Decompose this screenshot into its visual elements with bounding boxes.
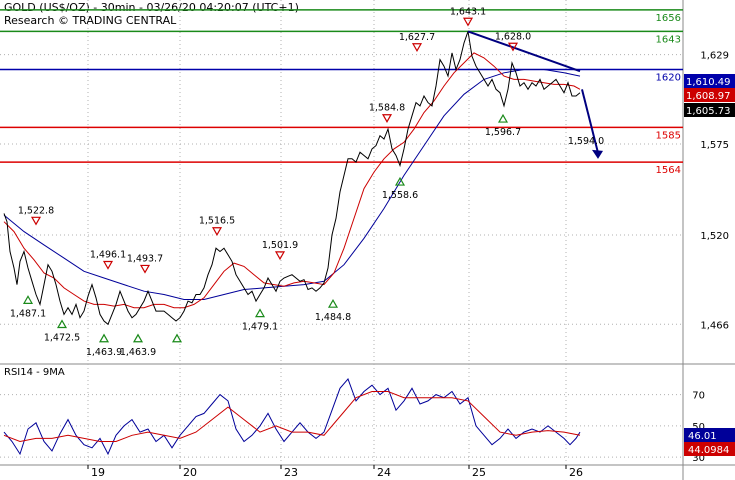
x-tick-label: 25 [472,466,486,479]
y-tick-label: 1,520 [700,231,729,242]
rsi-panel-title: RSI14 - 9MA [4,367,65,378]
swing-high-label: 1,496.1 [90,249,126,260]
price-tag-value: 1,610.49 [686,77,731,88]
swing-high-label: 1,627.7 [399,32,435,43]
target-label: 1,594.0 [568,136,604,147]
swing-low-label: 1,487.1 [10,308,46,319]
swing-high-marker [211,227,223,236]
chart-title: GOLD (US$/OZ) - 30min - 03/26/20 04:20:0… [4,1,299,14]
y-tick-label: 1,629 [700,51,729,62]
swing-high-label: 1,522.8 [18,205,54,216]
y-tick-label: 1,466 [700,320,729,331]
rsi-tick-label: 30 [692,453,705,464]
level-label-1620: 1620 [656,72,681,83]
x-tick-label: 24 [377,466,391,479]
swing-low-marker [394,176,406,186]
swing-high-marker [139,264,151,274]
price-tag-value: 1,605.73 [686,106,731,117]
swing-high-label: 1,643.1 [450,6,486,17]
swing-high-label: 1,628.0 [495,31,531,42]
rsi-tick-label: 70 [692,391,705,402]
swing-high-marker [507,42,519,52]
forecast-arrow-head [592,149,603,159]
rsi-tag-value: 44.0984 [688,445,729,456]
price-tag-box [684,74,735,88]
swing-high-marker [274,251,286,261]
rsi-tag-box [684,428,735,442]
x-tick-label: 19 [91,466,105,479]
price-tag-value: 1,608.97 [686,91,731,102]
swing-low-marker [327,298,339,308]
chart-subtitle: Research © TRADING CENTRAL [4,14,177,27]
forecast-arrow-shaft [581,89,599,154]
x-tick-label: 26 [569,466,583,479]
rsi-tag-box [684,442,735,456]
down-trendline [467,30,581,73]
swing-low-marker [254,308,266,318]
swing-high-marker [381,114,393,123]
swing-low-marker [56,319,68,329]
swing-high-marker [462,17,474,27]
level-label-1643: 1643 [656,34,681,45]
swing-low-label: 1,558.6 [382,190,418,201]
swing-low-marker [132,333,144,343]
swing-low-marker [171,333,183,343]
swing-low-label: 1,463.9 [86,347,122,358]
swing-low-marker [22,295,34,304]
swing-high-label: 1,584.8 [369,103,405,114]
series-price [3,31,581,326]
swing-low-label: 1,463.9 [120,347,156,358]
level-label-1656: 1656 [656,13,681,24]
x-tick-label: 23 [284,466,298,479]
price-tag-box [684,88,735,102]
series-ma_slow [3,69,581,300]
price-tag-box [684,103,735,117]
y-tick-label: 1,575 [700,140,729,151]
swing-low-marker [497,113,509,123]
series-ma_fast [3,52,581,309]
swing-high-label: 1,493.7 [127,253,163,264]
level-label-1585: 1585 [656,130,681,141]
rsi-series-rsi_ma [3,391,581,443]
swing-low-label: 1,596.7 [485,127,521,138]
rsi-series-rsi [3,378,581,456]
swing-high-label: 1,501.9 [262,240,298,251]
rsi-tick-label: 50 [692,422,705,433]
swing-high-marker [102,260,114,270]
rsi-tag-value: 46.01 [688,431,717,442]
swing-low-label: 1,479.1 [242,322,278,333]
swing-low-label: 1,472.5 [44,333,80,344]
swing-low-marker [98,333,110,343]
x-tick-label: 20 [183,466,197,479]
swing-high-marker [411,43,423,52]
swing-high-label: 1,516.5 [199,216,235,227]
swing-high-marker [30,216,42,226]
level-label-1564: 1564 [656,165,681,176]
swing-low-label: 1,484.8 [315,312,351,323]
